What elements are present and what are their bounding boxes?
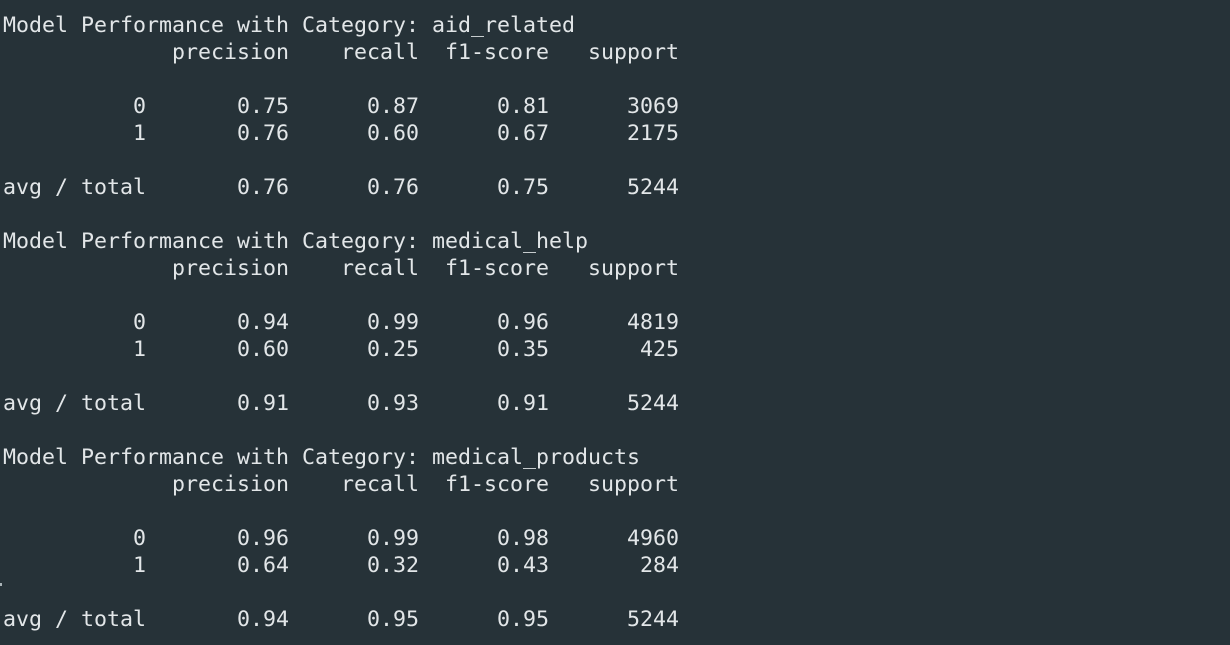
blank-line (3, 282, 1230, 309)
blank-line (3, 498, 1230, 525)
blank-line (3, 417, 1230, 444)
report-header-row: precision recall f1-score support (3, 256, 680, 281)
report-title-medical-products: Model Performance with Category: medical… (3, 445, 641, 470)
blank-line (3, 66, 1230, 93)
report-row-avg-total: avg / total 0.76 0.76 0.75 5244 (3, 175, 680, 200)
scroll-edge-indicator (0, 583, 2, 586)
report-row-class-1: 1 0.60 0.25 0.35 425 (3, 337, 680, 362)
report-title-aid-related: Model Performance with Category: aid_rel… (3, 13, 576, 38)
report-header-row: precision recall f1-score support (3, 472, 680, 497)
report-header-row: precision recall f1-score support (3, 40, 680, 65)
report-title-medical-help: Model Performance with Category: medical… (3, 229, 589, 254)
blank-line (3, 201, 1230, 228)
report-row-class-0: 0 0.75 0.87 0.81 3069 (3, 94, 680, 119)
report-row-class-1: 1 0.64 0.32 0.43 284 (3, 553, 680, 578)
report-row-avg-total: avg / total 0.94 0.95 0.95 5244 (3, 607, 680, 632)
blank-line (3, 579, 1230, 606)
report-row-class-0: 0 0.94 0.99 0.96 4819 (3, 310, 680, 335)
blank-line (3, 363, 1230, 390)
report-row-avg-total: avg / total 0.91 0.93 0.91 5244 (3, 391, 680, 416)
report-row-class-0: 0 0.96 0.99 0.98 4960 (3, 526, 680, 551)
report-row-class-1: 1 0.76 0.60 0.67 2175 (3, 121, 680, 146)
blank-line (3, 147, 1230, 174)
